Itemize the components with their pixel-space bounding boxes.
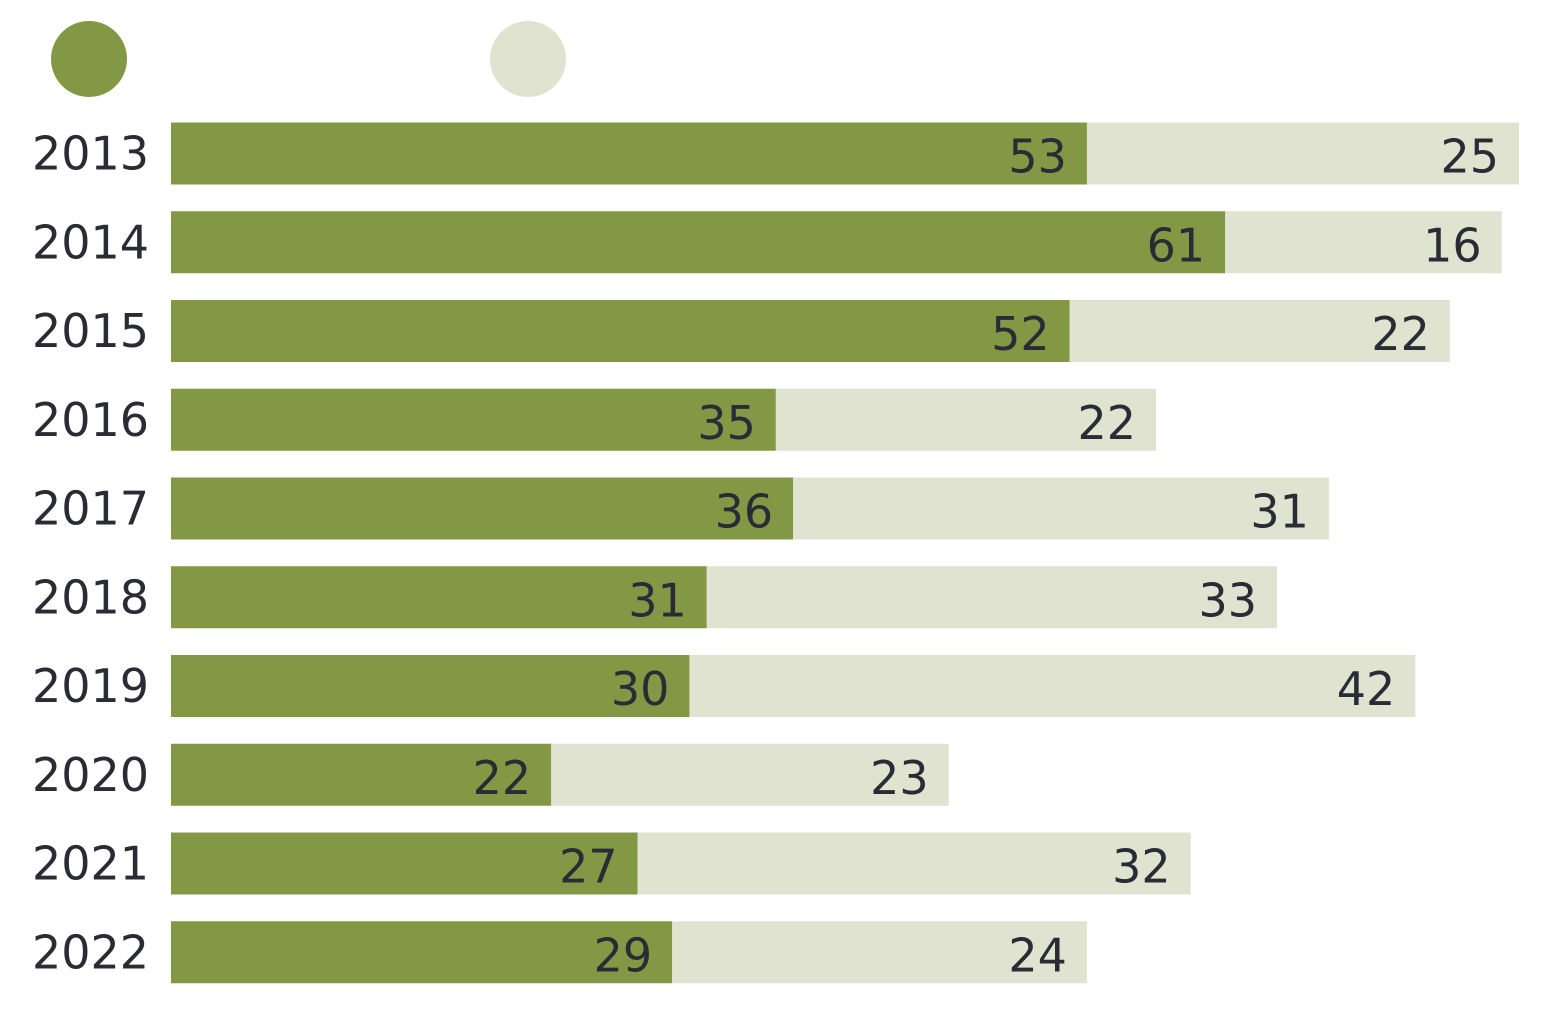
- data-label-2021-series-2: 32: [1112, 840, 1171, 894]
- category-label-2020: 2020: [32, 748, 149, 802]
- bar-2016-series-1: [171, 388, 776, 451]
- legend-marker-series-2: [490, 21, 566, 97]
- bar-2022-series-2: [672, 921, 1087, 984]
- bar-2020-series-2: [551, 743, 949, 806]
- data-label-2022-series-1: 29: [594, 928, 653, 982]
- bar-2017-series-1: [171, 477, 794, 540]
- data-label-2014-series-1: 61: [1147, 218, 1206, 272]
- category-label-2019: 2019: [32, 659, 149, 713]
- data-label-2021-series-1: 27: [559, 840, 618, 894]
- bar-2022-series-1: [171, 921, 673, 984]
- data-label-2014-series-2: 16: [1423, 218, 1482, 272]
- bar-2021-series-2: [637, 832, 1191, 895]
- data-label-2020-series-1: 22: [473, 751, 532, 805]
- category-label-2016: 2016: [32, 393, 149, 447]
- data-label-2017-series-1: 36: [715, 485, 774, 539]
- category-label-2021: 2021: [32, 837, 149, 891]
- bar-2014-series-2: [1225, 211, 1502, 274]
- legend-marker-series-1: [51, 21, 127, 97]
- bar-2015-series-1: [171, 300, 1070, 362]
- data-label-2016-series-1: 35: [697, 396, 756, 450]
- data-label-2015-series-2: 22: [1371, 307, 1430, 361]
- bar-2017-series-2: [793, 477, 1329, 540]
- data-label-2019-series-1: 30: [611, 662, 670, 716]
- bar-2019-series-2: [689, 655, 1416, 717]
- data-label-2013-series-2: 25: [1440, 130, 1499, 184]
- bar-2016-series-2: [775, 388, 1157, 451]
- bar-2018-series-1: [171, 566, 707, 629]
- data-labels: 53 25 61 16 52 22 35 22 36 31 31 33 30 42 22 23 27 32 29 24: [473, 130, 1499, 983]
- data-label-2018-series-1: 31: [628, 573, 687, 627]
- data-label-2016-series-2: 22: [1078, 396, 1137, 450]
- bars: [171, 122, 1519, 984]
- bar-2014-series-1: [171, 211, 1226, 274]
- bar-2020-series-1: [171, 743, 552, 806]
- bar-2018-series-2: [706, 566, 1278, 629]
- data-label-2015-series-1: 52: [991, 307, 1050, 361]
- category-label-2013: 2013: [32, 127, 149, 181]
- bar-2013-series-1: [171, 122, 1087, 185]
- data-label-2020-series-2: 23: [870, 751, 929, 805]
- bar-2021-series-1: [171, 832, 638, 895]
- category-label-2018: 2018: [32, 570, 149, 624]
- data-label-2013-series-1: 53: [1008, 130, 1067, 184]
- data-label-2022-series-2: 24: [1008, 928, 1067, 982]
- category-label-2015: 2015: [32, 304, 149, 358]
- category-labels: 2013 2014 2015 2016 2017 2018 2019 2020 2021 2022: [32, 127, 149, 980]
- category-label-2022: 2022: [32, 925, 149, 979]
- data-label-2018-series-2: 33: [1199, 573, 1258, 627]
- category-label-2014: 2014: [32, 215, 149, 269]
- bar-2013-series-2: [1086, 122, 1519, 185]
- bar-2015-series-2: [1069, 300, 1450, 362]
- legend: [51, 21, 566, 97]
- data-label-2017-series-2: 31: [1250, 485, 1309, 539]
- data-label-2019-series-2: 42: [1337, 662, 1396, 716]
- bar-2019-series-1: [171, 655, 690, 717]
- category-label-2017: 2017: [32, 482, 149, 536]
